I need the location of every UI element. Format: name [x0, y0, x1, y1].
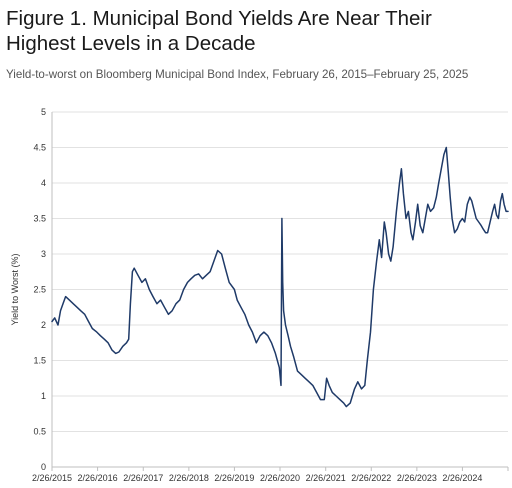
y-axis-title: Yield to Worst (%)	[10, 253, 20, 325]
y-tick-label: 2	[41, 320, 46, 330]
y-tick-label: 3.5	[33, 214, 46, 224]
x-tick-labels: 2/26/2015 2/26/2016 2/26/2017 2/26/2018 2/26…	[32, 473, 482, 483]
x-tick-label: 2/26/2016	[78, 473, 118, 483]
x-tick-label: 2/26/2020	[260, 473, 300, 483]
y-tick-label: 1.5	[33, 356, 46, 366]
y-tick-label: 3	[41, 249, 46, 259]
x-tick-label: 2/26/2021	[306, 473, 346, 483]
x-tick-label: 2/26/2024	[442, 473, 482, 483]
x-tick-label: 2/26/2023	[397, 473, 437, 483]
y-tick-label: 1	[41, 391, 46, 401]
y-tick-label: 5	[41, 107, 46, 117]
axes	[51, 112, 509, 471]
y-tick-labels: 0 0.5 1 1.5 2 2.5 3 3.5 4 4.5 5	[33, 107, 46, 472]
grid-lines	[52, 111, 508, 432]
x-tick-label: 2/26/2015	[32, 473, 72, 483]
x-tick-label: 2/26/2019	[214, 473, 254, 483]
x-tick-label: 2/26/2017	[123, 473, 163, 483]
yield-line-chart: 0 0.5 1 1.5 2 2.5 3 3.5 4 4.5 5 2/26/2015 2/26/2016…	[10, 107, 509, 483]
y-tick-label: 4	[41, 178, 46, 188]
series-layer	[51, 146, 509, 408]
x-tick-label: 2/26/2018	[169, 473, 209, 483]
y-tick-label: 2.5	[33, 285, 46, 295]
y-tick-label: 0	[41, 462, 46, 472]
y-tick-label: 4.5	[33, 143, 46, 153]
x-tick-label: 2/26/2022	[351, 473, 391, 483]
series-line-0	[51, 146, 509, 408]
chart-title: Figure 1. Municipal Bond Yields Are Near…	[6, 7, 432, 55]
y-tick-label: 0.5	[33, 427, 46, 437]
chart-subtitle: Yield-to-worst on Bloomberg Municipal Bo…	[6, 68, 469, 81]
